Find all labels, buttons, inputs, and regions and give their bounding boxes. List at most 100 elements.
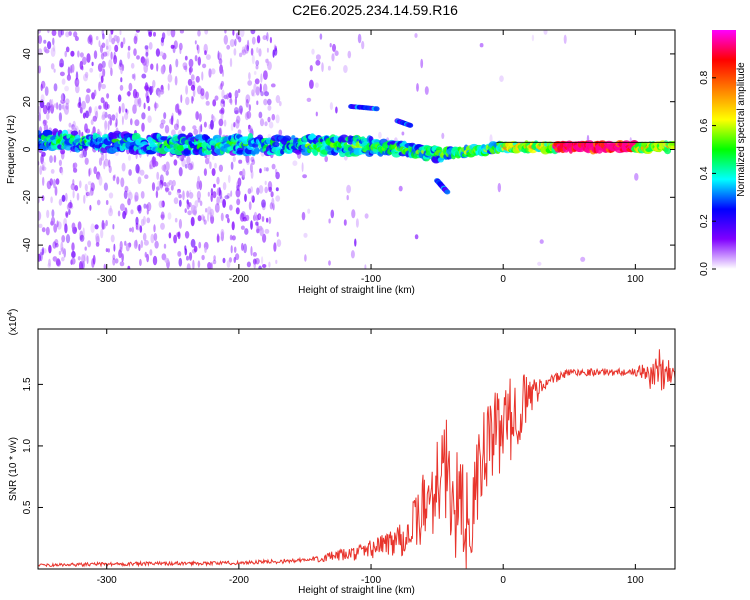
spectrogram-speckle [119,240,123,250]
spectrogram-speckle [230,123,234,131]
spectrogram-speckle [56,220,59,228]
spectrogram-speckle [217,50,220,60]
spectrogram-speckle [267,105,272,111]
spectrogram-speckle [203,121,207,128]
spectrogram-speckle [112,224,115,230]
spectrogram-speckle [266,217,269,223]
spectrogram-speckle [185,96,190,106]
spectrogram-speckle [131,226,134,233]
spectrogram-speckle [246,45,249,52]
spectrogram-speckle [292,160,298,166]
spectrogram-speckle [311,48,315,55]
spectrogram-speckle [256,187,260,195]
spectrogram-speckle [307,208,311,214]
spectrogram-speckle [185,85,189,95]
spectrogram-speckle [173,159,178,166]
spectrogram-speckle [109,205,112,213]
spectrogram-speckle [101,111,107,119]
spectrogram-speckle [246,110,252,119]
spectrogram-speckle [101,60,106,68]
spectrogram-speckle [229,57,233,68]
spectrogram-speckle [66,204,70,210]
spectrogram-speckle [65,31,70,38]
spectrogram-speckle [152,255,158,266]
spectrogram-speckle [168,191,172,196]
spectrogram-speckle [202,63,207,69]
spectrogram-speckle [153,102,159,109]
spectrogram-speckle [64,85,69,92]
spectrogram-speckle [187,210,192,216]
spectrogram-speckle [38,30,41,34]
spectrogram-speckle [271,163,276,170]
spectrogram-speckle [54,186,58,196]
spectrogram-speckle [267,181,273,191]
snr-ticks: -300 -200 -100 0 100 0.5 1.0 1.5 [22,329,675,586]
spectrogram-speckle [304,254,307,262]
spectrogram-speckle [143,63,148,74]
spectrogram-speckle [224,30,227,34]
spectrogram-speckle [58,112,63,122]
spectrogram-speckle [144,251,147,258]
spectrogram-speckle [196,44,199,51]
spectrogram-speckle [186,255,189,261]
spectrogram-speckle [210,193,213,202]
spectrogram-speckle [78,96,82,107]
spectrogram-speckle [236,184,240,191]
spectrogram-speckle [234,96,237,106]
spectrogram-speckle [315,111,318,117]
spectrogram-band-mark [42,129,53,136]
spectrogram-speckle [275,114,280,124]
spectrogram-speckle [95,242,100,247]
colorbar-tick-label: 0.8 [699,70,710,84]
spectrogram-speckle [105,219,108,227]
spectrogram-speckle [190,161,195,170]
spectrogram-speckle [259,227,264,237]
spectrogram-speckle [177,110,181,115]
spectrogram-speckle [41,164,45,171]
spectrogram-speckle [256,47,259,53]
spectrogram-speckle [160,37,165,43]
spectrogram-speckle [343,219,347,226]
spectrogram-speckle [63,103,66,112]
spectrogram-speckle [231,235,236,241]
spectrogram-speckle [212,99,217,107]
snr-x-tick-label: 0 [500,575,506,586]
spectrogram-speckle [178,199,182,207]
spectrogram-speckle [226,260,231,268]
spectrogram-speckle [187,78,193,86]
spectrogram-speckle [61,235,66,243]
snr-x-tick-label: -300 [97,575,117,586]
spectrogram-band-mark [664,147,672,155]
spectrogram-speckle [489,134,493,144]
spectrogram-speckle [146,217,151,224]
spectrogram-speckle [71,222,76,230]
spectrogram-speckle [197,215,202,222]
spectrogram-speckle [275,195,281,202]
spectrogram-speckle [76,78,80,84]
spectrogram-speckle [232,30,235,36]
spectrogram-speckle [531,34,535,42]
spectrogram-speckle [258,48,262,57]
spectrogram-speckle [113,174,117,179]
spectrogram-speckle [197,260,201,269]
spectrogram-speckle [200,88,205,97]
spectrogram-speckle [53,68,56,73]
spectrogram-speckle [205,208,208,213]
spectrogram-speckle [203,219,207,225]
spectrogram-speckle [81,254,86,264]
spectrogram-speckle [71,63,75,73]
spectrogram-speckle [122,37,126,45]
spectrogram-speckle [261,256,264,265]
spectrogram-speckle [38,196,41,204]
spectrogram-speckle [128,169,132,176]
spectrogram-speckle [97,63,103,72]
spectrogram-speckle [479,43,484,48]
spectrogram-speckle [350,250,355,259]
spectrogram-speckle [248,124,251,130]
spectrogram-speckle [42,119,47,127]
spectrogram-speckle [148,42,153,50]
spectrogram-speckle [267,116,271,123]
spectrogram-speckle [88,167,92,176]
spectrogram-speckle [73,162,78,169]
